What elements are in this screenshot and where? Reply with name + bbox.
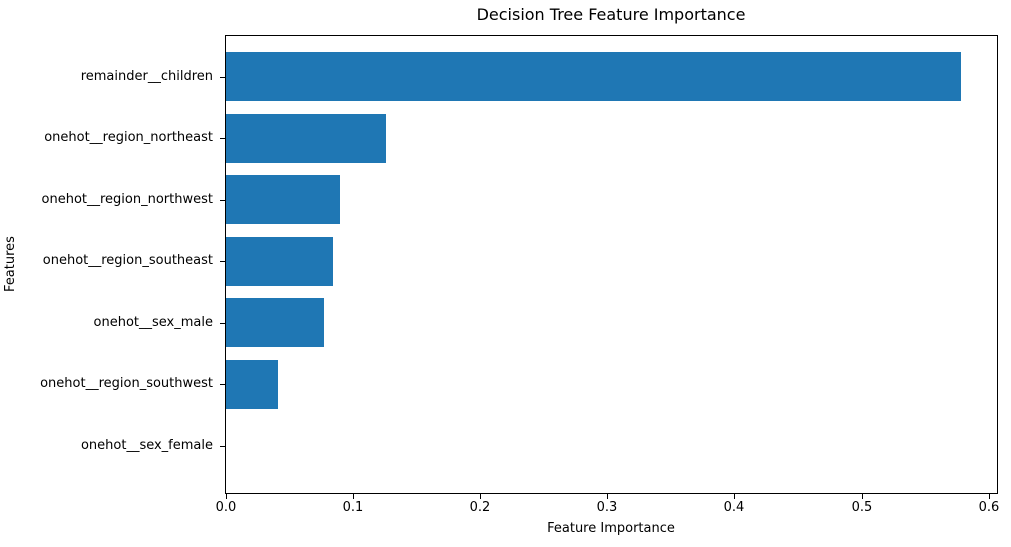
y-tick-label: onehot__region_northeast bbox=[44, 130, 213, 145]
plot-area bbox=[225, 35, 998, 494]
bar bbox=[226, 113, 386, 163]
x-tick-label: 0.4 bbox=[723, 500, 745, 515]
x-tick-mark bbox=[734, 494, 735, 499]
bar bbox=[226, 52, 961, 101]
x-tick-mark bbox=[226, 494, 227, 499]
y-tick-label: onehot__sex_male bbox=[93, 315, 213, 330]
x-axis-label: Feature Importance bbox=[547, 521, 675, 536]
y-tick-label: onehot__region_southwest bbox=[40, 376, 213, 391]
y-tick-mark bbox=[220, 384, 225, 385]
y-tick-mark bbox=[220, 261, 225, 262]
bar bbox=[226, 298, 324, 347]
x-tick-mark bbox=[607, 494, 608, 499]
y-tick-mark bbox=[220, 446, 225, 447]
x-tick-label: 0.3 bbox=[596, 500, 618, 515]
x-tick-mark bbox=[989, 494, 990, 499]
x-tick-label: 0.2 bbox=[469, 500, 491, 515]
x-tick-label: 0.6 bbox=[978, 500, 1000, 515]
y-tick-label: onehot__region_southeast bbox=[42, 253, 213, 268]
x-tick-mark bbox=[480, 494, 481, 499]
y-tick-label: remainder__children bbox=[80, 69, 213, 84]
x-tick-mark bbox=[862, 494, 863, 499]
chart-title: Decision Tree Feature Importance bbox=[476, 5, 746, 24]
y-tick-mark bbox=[220, 323, 225, 324]
y-tick-mark bbox=[220, 200, 225, 201]
x-tick-label: 0.0 bbox=[215, 500, 237, 515]
x-tick-label: 0.5 bbox=[851, 500, 873, 515]
y-tick-mark bbox=[220, 138, 225, 139]
y-tick-mark bbox=[220, 77, 225, 78]
y-tick-label: onehot__sex_female bbox=[80, 438, 213, 453]
y-tick-label: onehot__region_northwest bbox=[41, 192, 213, 207]
x-tick-label: 0.1 bbox=[342, 500, 364, 515]
bar bbox=[226, 175, 340, 224]
x-tick-mark bbox=[353, 494, 354, 499]
bar bbox=[226, 236, 333, 286]
bar bbox=[226, 359, 278, 409]
